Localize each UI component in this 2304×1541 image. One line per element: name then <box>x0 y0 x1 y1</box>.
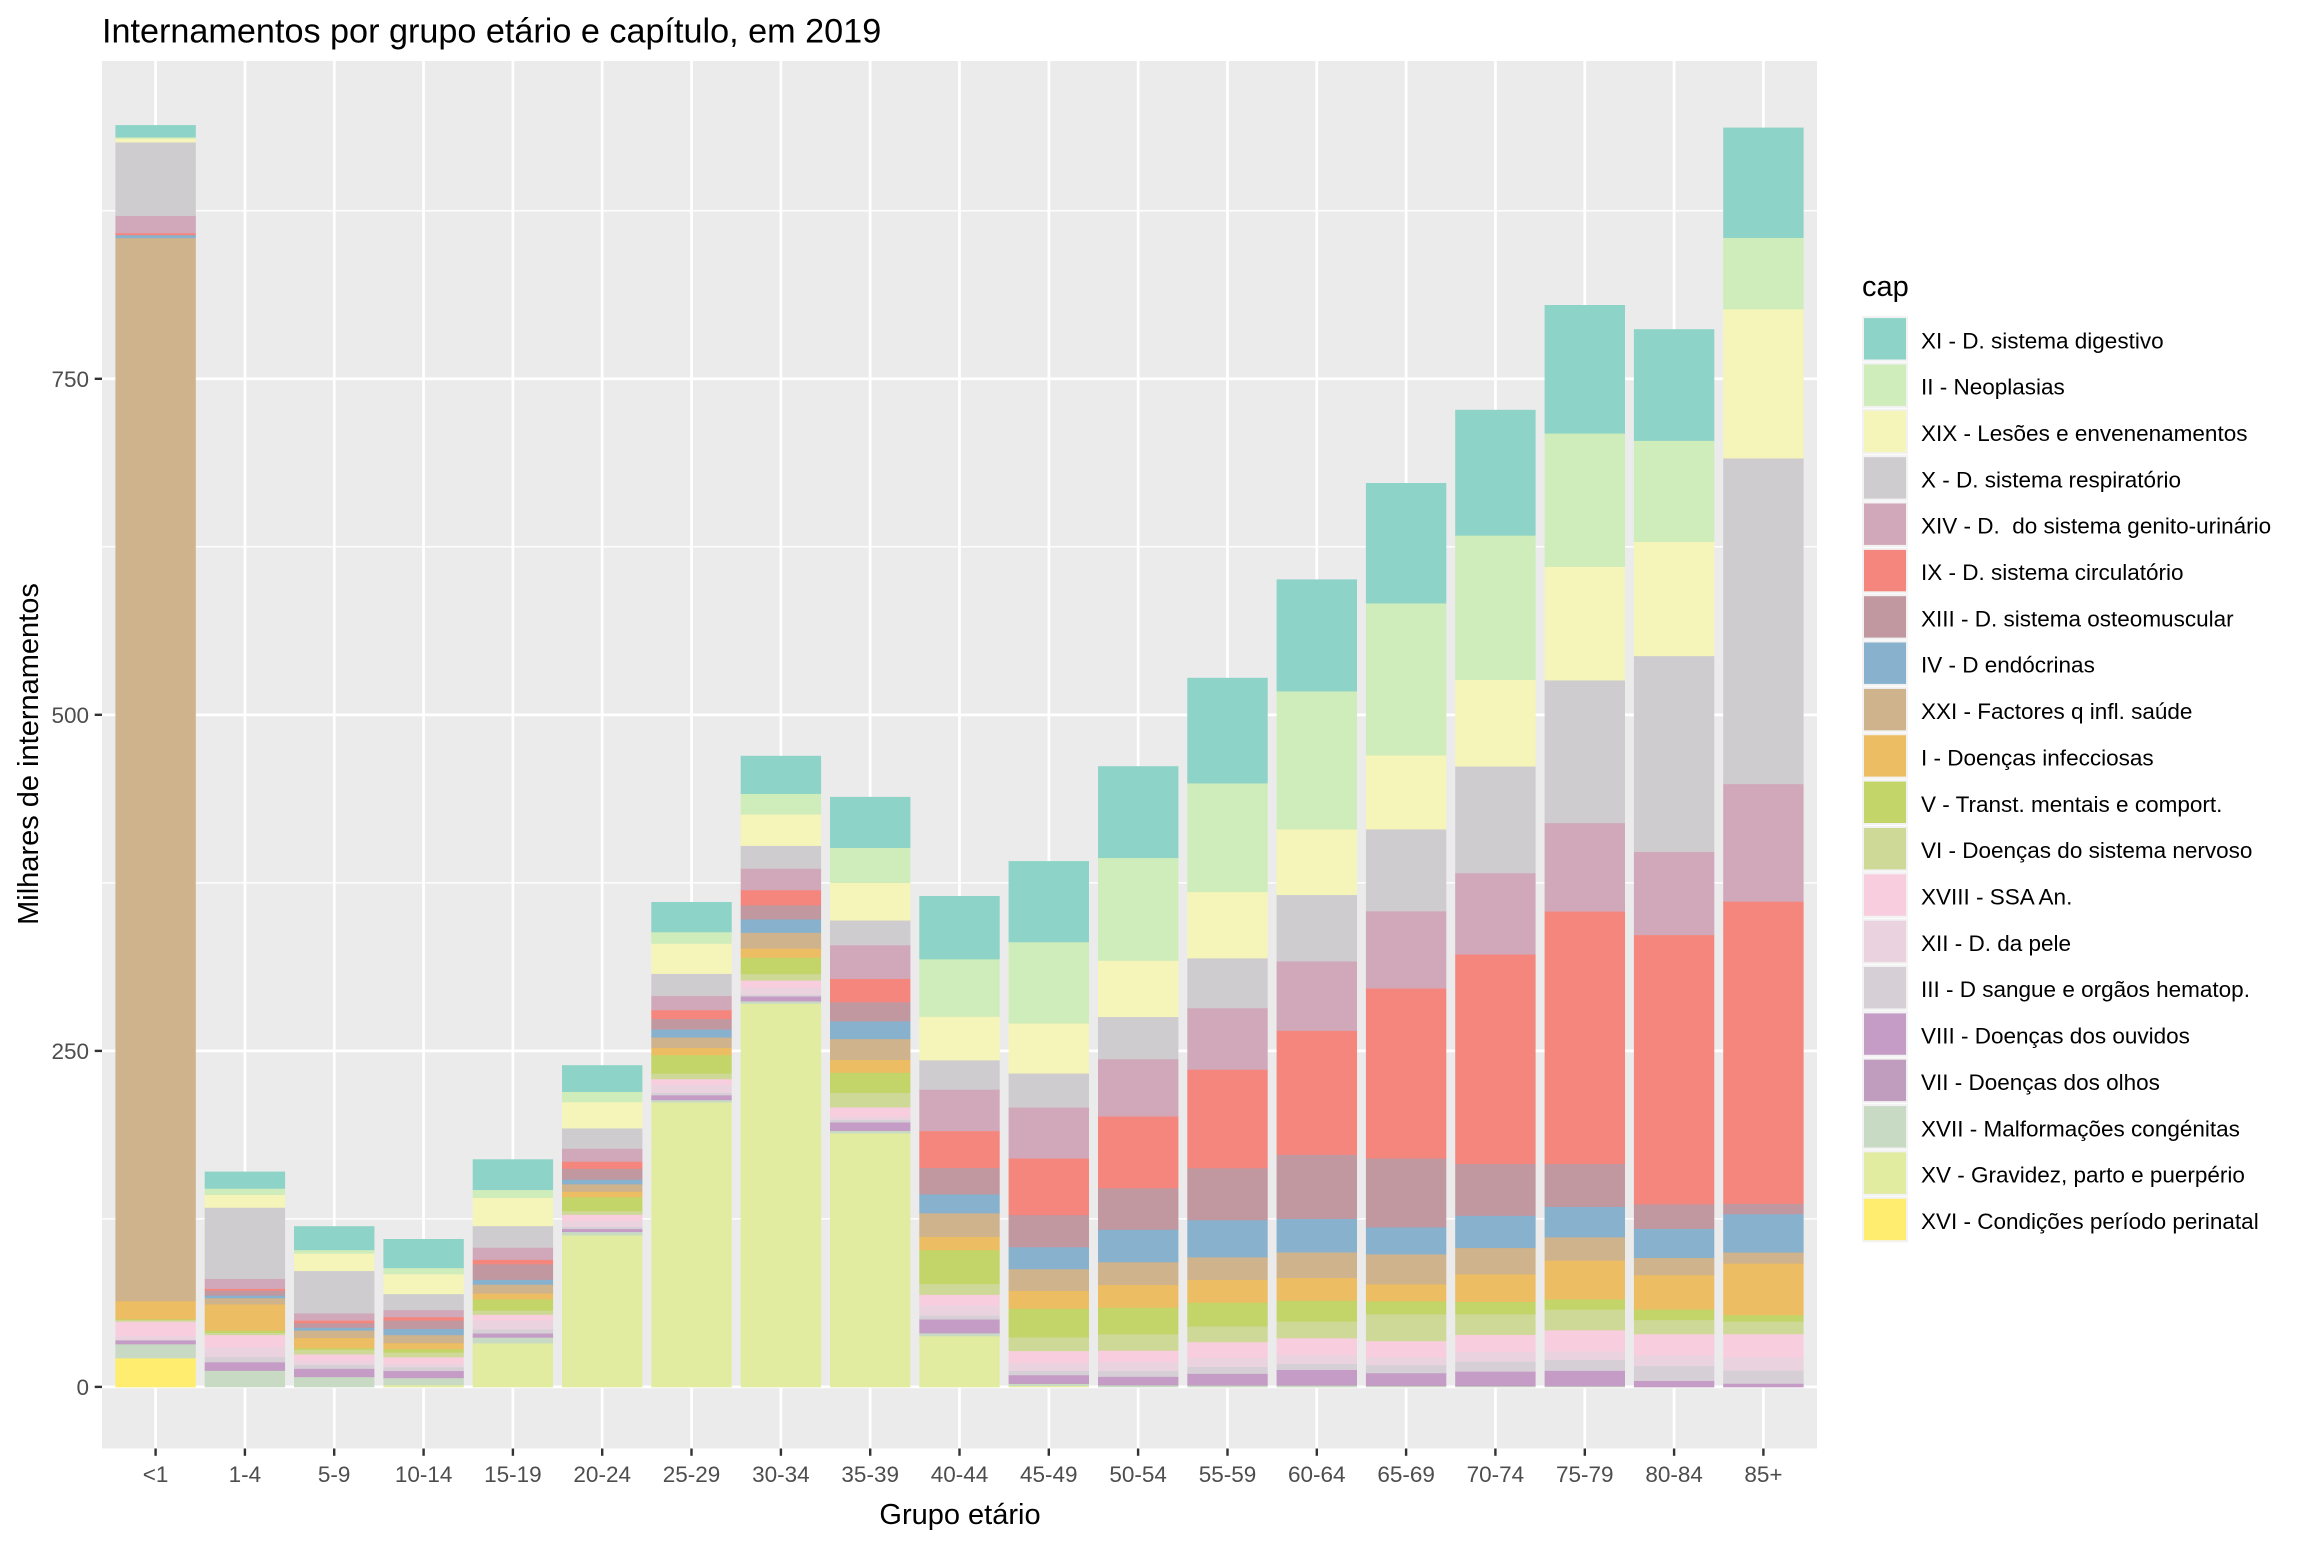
svg-text:<1: <1 <box>143 1462 169 1487</box>
svg-text:85+: 85+ <box>1744 1462 1782 1487</box>
svg-text:IV - D endócrinas: IV - D endócrinas <box>1921 653 2095 678</box>
svg-text:XVI - Condições período perina: XVI - Condições período perinatal <box>1921 1209 2259 1234</box>
svg-text:XII - D. da pele: XII - D. da pele <box>1921 931 2071 956</box>
svg-text:VI - Doenças do sistema nervos: VI - Doenças do sistema nervoso <box>1921 838 2252 863</box>
svg-text:10-14: 10-14 <box>395 1462 453 1487</box>
svg-text:500: 500 <box>51 703 89 728</box>
svg-text:25-29: 25-29 <box>663 1462 721 1487</box>
svg-text:35-39: 35-39 <box>841 1462 899 1487</box>
svg-text:0: 0 <box>76 1375 89 1400</box>
svg-text:Grupo etário: Grupo etário <box>879 1499 1040 1531</box>
svg-text:250: 250 <box>51 1039 89 1064</box>
svg-text:XV - Gravidez, parto e puerpér: XV - Gravidez, parto e puerpério <box>1921 1163 2245 1188</box>
svg-text:60-64: 60-64 <box>1288 1462 1346 1487</box>
svg-text:50-54: 50-54 <box>1109 1462 1167 1487</box>
svg-text:XIII - D. sistema osteomuscula: XIII - D. sistema osteomuscular <box>1921 606 2234 631</box>
svg-text:70-74: 70-74 <box>1467 1462 1525 1487</box>
svg-text:XIX - Lesões e envenenamentos: XIX - Lesões e envenenamentos <box>1921 421 2247 446</box>
svg-text:VIII - Doenças dos ouvidos: VIII - Doenças dos ouvidos <box>1921 1024 2190 1049</box>
svg-text:65-69: 65-69 <box>1377 1462 1435 1487</box>
svg-text:1-4: 1-4 <box>229 1462 262 1487</box>
svg-text:I - Doenças infecciosas: I - Doenças infecciosas <box>1921 746 2154 771</box>
svg-text:III - D sangue e orgãos hemato: III - D sangue e orgãos hematop. <box>1921 977 2250 1002</box>
svg-text:XXI - Factores q infl. saúde: XXI - Factores q infl. saúde <box>1921 699 2192 724</box>
svg-text:15-19: 15-19 <box>484 1462 542 1487</box>
svg-text:XI - D. sistema digestivo: XI - D. sistema digestivo <box>1921 328 2164 353</box>
svg-text:V - Transt. mentais e comport.: V - Transt. mentais e comport. <box>1921 792 2222 817</box>
svg-text:20-24: 20-24 <box>573 1462 631 1487</box>
svg-text:30-34: 30-34 <box>752 1462 810 1487</box>
svg-text:XIV - D. do sistema genito-ur: XIV - D. do sistema genito-urinário <box>1921 514 2271 539</box>
svg-text:X - D. sistema respiratório: X - D. sistema respiratório <box>1921 467 2181 492</box>
svg-text:45-49: 45-49 <box>1020 1462 1078 1487</box>
svg-text:VII - Doenças dos olhos: VII - Doenças dos olhos <box>1921 1070 2160 1095</box>
svg-text:II - Neoplasias: II - Neoplasias <box>1921 375 2065 400</box>
svg-text:80-84: 80-84 <box>1645 1462 1703 1487</box>
svg-text:Milhares de internamentos: Milhares de internamentos <box>13 583 45 925</box>
svg-text:750: 750 <box>51 367 89 392</box>
svg-text:XVII - Malformações congénitas: XVII - Malformações congénitas <box>1921 1116 2240 1141</box>
svg-text:75-79: 75-79 <box>1556 1462 1614 1487</box>
svg-text:55-59: 55-59 <box>1199 1462 1257 1487</box>
svg-text:40-44: 40-44 <box>931 1462 989 1487</box>
svg-text:Internamentos por grupo etário: Internamentos por grupo etário e capítul… <box>102 12 881 50</box>
svg-text:XVIII - SSA An.: XVIII - SSA An. <box>1921 885 2072 910</box>
svg-text:cap: cap <box>1862 271 1909 303</box>
svg-text:IX - D. sistema circulatório: IX - D. sistema circulatório <box>1921 560 2184 585</box>
svg-text:5-9: 5-9 <box>318 1462 351 1487</box>
